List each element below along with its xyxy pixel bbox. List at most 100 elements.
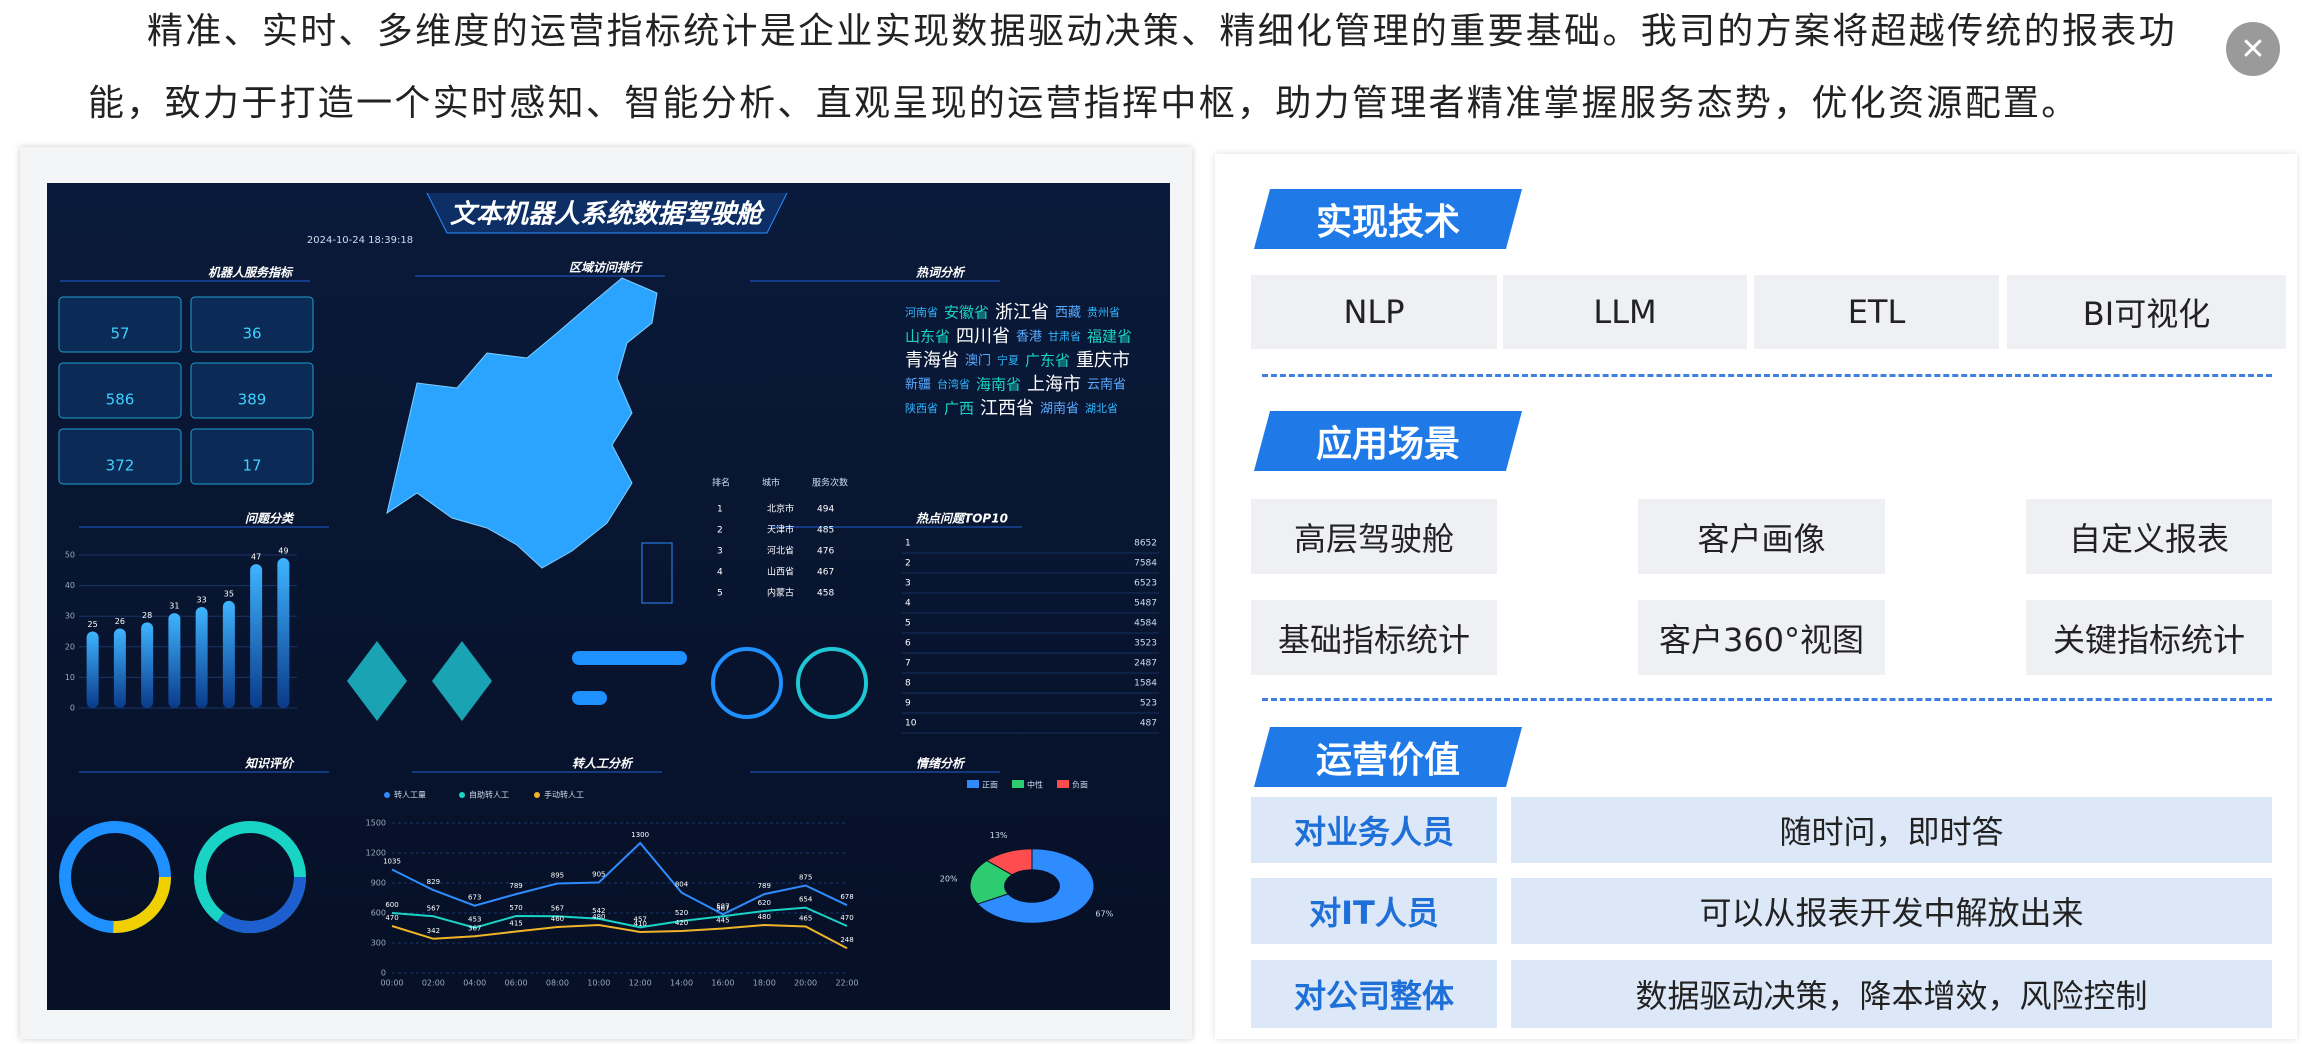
ranking-cell: 467 <box>817 568 834 578</box>
legend-label: 手动转人工 <box>544 790 584 800</box>
pie-slice <box>969 859 1034 905</box>
ranking-cell: 494 <box>817 505 834 515</box>
legend-label: 正面 <box>982 781 998 790</box>
dashboard: 文本机器人系统数据驾驶舱 2024-10-24 18:39:18 机器人服务指标 区域… <box>47 183 1170 1010</box>
kpi-card <box>190 428 314 485</box>
scene-item: 关键指标统计 <box>2026 600 2272 675</box>
word: 上海市 <box>1027 374 1081 395</box>
legend-dot <box>534 792 540 798</box>
bar <box>168 613 181 708</box>
bar-label: 33 <box>197 596 207 605</box>
x-tick-label: 10:00 <box>587 979 610 988</box>
point-label: 567 <box>551 904 564 912</box>
word: 海南省 <box>976 376 1021 394</box>
word: 台湾省 <box>937 377 970 391</box>
legend-label: 中性 <box>1027 780 1043 790</box>
kpi-card <box>58 428 182 485</box>
point-label: 457 <box>633 915 646 923</box>
point-label: 567 <box>427 904 440 912</box>
x-tick-label: 06:00 <box>505 979 528 988</box>
y-tick-label: 1200 <box>366 849 386 858</box>
bar <box>250 564 263 708</box>
kpi-value: 389 <box>238 391 267 409</box>
line <box>391 906 848 929</box>
x-tick-label: 12:00 <box>629 979 652 988</box>
close-button[interactable]: ✕ <box>2226 22 2280 76</box>
word: 澳门 <box>965 353 991 369</box>
point-label: 829 <box>427 878 440 886</box>
kpi-value: 57 <box>110 325 129 343</box>
bar <box>141 622 154 708</box>
x-tick-label: 02:00 <box>422 979 445 988</box>
y-tick-label: 20 <box>65 642 75 651</box>
kpi-card <box>190 296 314 353</box>
top10-value: 4584 <box>1134 619 1157 629</box>
section-title: 知识评价 <box>244 757 295 771</box>
top10-value: 7584 <box>1134 559 1157 569</box>
ranking-cell: 485 <box>817 526 834 536</box>
point-label: 460 <box>551 915 564 923</box>
top10-rank: 8 <box>905 679 911 689</box>
word: 重庆市 <box>1076 350 1130 371</box>
section-title: 区域访问排行 <box>569 261 643 275</box>
legend-swatch <box>1012 780 1024 788</box>
word: 香港 <box>1016 330 1042 345</box>
ranking-header: 城市 <box>762 477 780 489</box>
legend-dot <box>384 792 390 798</box>
paragraph-line: 能，致力于打造一个实时感知、智能分析、直观呈现的运营指挥中枢，助力管理者精准掌握… <box>88 83 2080 124</box>
point-label: 480 <box>758 913 771 921</box>
value-text: 可以从报表开发中解放出来 <box>1511 878 2272 944</box>
scene-item: 基础指标统计 <box>1251 600 1497 675</box>
kpi-value: 36 <box>242 325 261 343</box>
bar-label: 28 <box>142 611 152 620</box>
y-tick-label: 600 <box>371 909 386 918</box>
section-title: 热词分析 <box>915 266 966 280</box>
point-label: 567 <box>716 904 729 912</box>
word: 陕西省 <box>905 401 938 415</box>
section-tag: 实现技术 <box>1253 189 1523 249</box>
scene-item: 高层驾驶舱 <box>1251 499 1497 574</box>
x-tick-label: 08:00 <box>546 979 569 988</box>
section-title: 机器人服务指标 <box>208 266 294 280</box>
word: 贵州省 <box>1087 306 1120 319</box>
word: 四川省 <box>956 326 1010 347</box>
bar-label: 47 <box>251 553 261 562</box>
ranking-cell: 458 <box>817 589 834 599</box>
x-tick-label: 20:00 <box>794 979 817 988</box>
bar-label: 25 <box>88 620 98 629</box>
ranking-cell: 北京市 <box>767 503 794 515</box>
y-tick-label: 40 <box>65 581 75 590</box>
top10-value: 3523 <box>1134 639 1157 649</box>
top10-value: 2487 <box>1134 659 1157 669</box>
point-label: 542 <box>592 907 605 915</box>
point-label: 415 <box>509 920 522 928</box>
section-tag: 运营价值 <box>1253 727 1523 787</box>
point-label: 465 <box>799 915 812 923</box>
top10-value: 1584 <box>1134 679 1157 689</box>
point-label: 453 <box>468 916 481 924</box>
value-text: 随时问，即时答 <box>1511 797 2272 863</box>
word: 浙江省 <box>995 302 1049 323</box>
top10-rank: 5 <box>905 619 911 629</box>
bar-label: 35 <box>224 589 234 598</box>
tech-item: LLM <box>1503 275 1747 349</box>
tech-item: NLP <box>1251 275 1497 349</box>
ranking-cell: 1 <box>717 505 723 515</box>
kpi-card <box>58 296 182 353</box>
y-tick-label: 10 <box>65 673 75 682</box>
tech-item: BI可视化 <box>2007 275 2286 349</box>
pie-hole <box>1004 869 1060 903</box>
y-tick-label: 0 <box>381 969 386 978</box>
point-label: 905 <box>592 871 605 879</box>
word: 新疆 <box>905 377 931 393</box>
x-tick-label: 14:00 <box>670 979 693 988</box>
point-label: 445 <box>716 917 729 925</box>
y-tick-label: 1500 <box>366 819 386 828</box>
point-label: 789 <box>758 882 771 890</box>
word: 河南省 <box>905 306 938 319</box>
tech-item: ETL <box>1754 275 1999 349</box>
scene-item: 客户画像 <box>1638 499 1885 574</box>
point-label: 420 <box>675 919 688 927</box>
bar <box>222 600 235 708</box>
ranking-cell: 天津市 <box>767 524 794 536</box>
